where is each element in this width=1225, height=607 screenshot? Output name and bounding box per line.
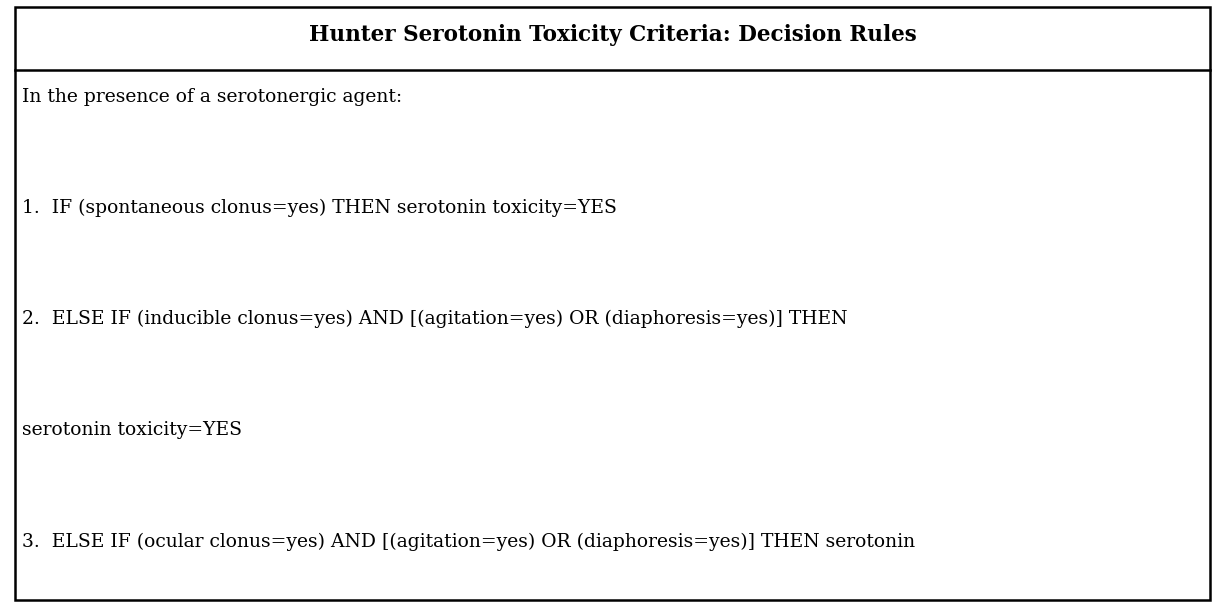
- Text: 2.  ELSE IF (inducible clonus=yes) AND [(agitation=yes) OR (diaphoresis=yes)] TH: 2. ELSE IF (inducible clonus=yes) AND [(…: [22, 310, 848, 328]
- Text: In the presence of a serotonergic agent:: In the presence of a serotonergic agent:: [22, 88, 402, 106]
- Text: 1.  IF (spontaneous clonus=yes) THEN serotonin toxicity=YES: 1. IF (spontaneous clonus=yes) THEN sero…: [22, 199, 617, 217]
- Text: Hunter Serotonin Toxicity Criteria: Decision Rules: Hunter Serotonin Toxicity Criteria: Deci…: [309, 24, 916, 46]
- Text: serotonin toxicity=YES: serotonin toxicity=YES: [22, 421, 243, 439]
- Text: 3.  ELSE IF (ocular clonus=yes) AND [(agitation=yes) OR (diaphoresis=yes)] THEN : 3. ELSE IF (ocular clonus=yes) AND [(agi…: [22, 532, 915, 551]
